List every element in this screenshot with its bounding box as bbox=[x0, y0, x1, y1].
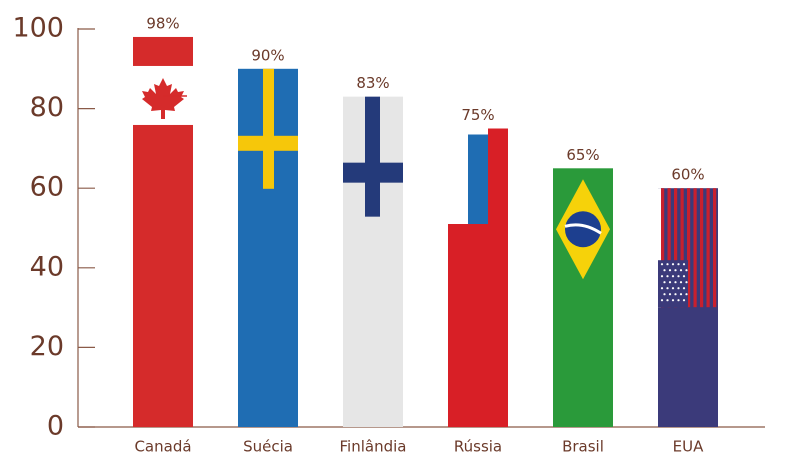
flag-detail bbox=[660, 275, 664, 278]
x-tick-label: Canadá bbox=[134, 438, 191, 456]
flag-detail bbox=[671, 263, 675, 266]
y-tick-label: 0 bbox=[47, 411, 64, 442]
flag-detail bbox=[706, 188, 710, 308]
flag-detail bbox=[682, 287, 686, 290]
flag-detail bbox=[663, 269, 666, 272]
flag-detail bbox=[660, 263, 664, 266]
flag-detail bbox=[674, 188, 678, 308]
flag-detail bbox=[238, 135, 298, 151]
flag-detail bbox=[666, 263, 669, 266]
flag-detail bbox=[668, 293, 672, 296]
flag-detail bbox=[679, 269, 683, 272]
x-tick-label: Finlândia bbox=[340, 438, 407, 456]
flag-detail bbox=[677, 287, 680, 290]
flag-detail bbox=[564, 223, 602, 235]
flag-detail bbox=[448, 127, 468, 224]
value-label: 75% bbox=[461, 106, 494, 124]
flag-detail bbox=[671, 299, 675, 302]
flag-detail bbox=[263, 68, 274, 189]
flag-detail bbox=[658, 188, 661, 308]
flag-detail bbox=[668, 281, 672, 284]
value-label: 60% bbox=[671, 166, 704, 184]
flag-detail bbox=[685, 269, 688, 272]
flag-detail bbox=[343, 162, 403, 183]
flag-detail bbox=[685, 281, 688, 284]
value-label: 83% bbox=[356, 74, 389, 92]
flag-detail bbox=[693, 188, 697, 308]
x-tick-label: Rússia bbox=[454, 438, 502, 456]
x-tick-label: Suécia bbox=[243, 438, 293, 456]
flag-detail bbox=[682, 275, 686, 278]
flag-detail bbox=[679, 281, 683, 284]
flag-detail bbox=[667, 188, 671, 308]
flag-detail bbox=[674, 293, 677, 296]
y-tick-label: 60 bbox=[30, 172, 64, 203]
flag-detail bbox=[666, 275, 669, 278]
flag-detail bbox=[682, 299, 686, 302]
y-tick-label: 80 bbox=[30, 92, 64, 123]
flag-detail bbox=[671, 275, 675, 278]
flag-detail bbox=[682, 263, 686, 266]
value-label: 98% bbox=[146, 14, 179, 32]
flag-detail bbox=[685, 293, 688, 296]
flag-detail bbox=[565, 211, 601, 248]
flag-detail bbox=[663, 281, 666, 284]
flag-detail bbox=[142, 77, 184, 119]
flag-detail bbox=[666, 299, 669, 302]
flag-detail bbox=[663, 293, 666, 296]
value-label: 65% bbox=[566, 146, 599, 164]
flag-detail bbox=[666, 287, 669, 290]
flag-detail bbox=[365, 96, 380, 217]
flag-detail bbox=[660, 299, 664, 302]
flag-detail bbox=[660, 287, 664, 290]
flag-detail bbox=[468, 127, 488, 135]
y-tick-label: 100 bbox=[12, 13, 64, 44]
x-tick-label: EUA bbox=[673, 438, 704, 456]
flag-detail bbox=[468, 134, 488, 224]
flag-detail bbox=[713, 188, 717, 308]
flag-detail bbox=[674, 281, 677, 284]
flag-detail bbox=[679, 293, 683, 296]
flag-detail bbox=[671, 287, 675, 290]
flag-detail bbox=[674, 269, 677, 272]
flag-detail bbox=[668, 269, 672, 272]
flag-detail bbox=[677, 275, 680, 278]
flag-detail bbox=[677, 299, 680, 302]
flag-detail bbox=[700, 188, 704, 308]
flag-detail bbox=[677, 263, 680, 266]
x-tick-label: Brasil bbox=[562, 438, 604, 456]
flag-detail bbox=[687, 188, 691, 308]
flag-detail bbox=[680, 188, 684, 308]
y-tick-label: 20 bbox=[30, 331, 64, 362]
y-tick-label: 40 bbox=[30, 251, 64, 282]
flag-detail bbox=[661, 188, 665, 308]
value-label: 90% bbox=[251, 46, 284, 64]
